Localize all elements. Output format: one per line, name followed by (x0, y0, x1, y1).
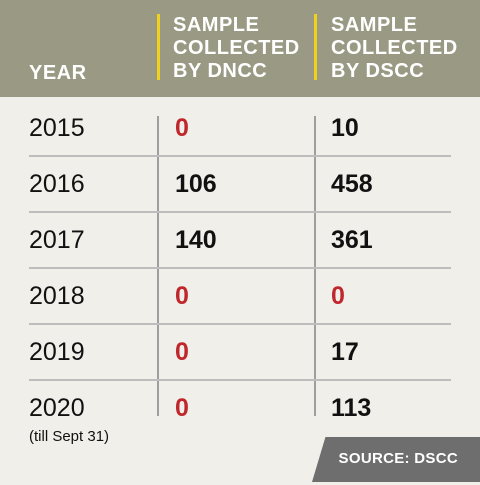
header-dscc: SAMPLE COLLECTED BY DSCC (331, 14, 458, 83)
year-cell: 2017 (29, 226, 85, 254)
dncc-cell: 140 (175, 226, 217, 254)
dscc-cell: 10 (331, 114, 359, 142)
dncc-cell: 0 (175, 394, 189, 422)
header-dncc: SAMPLE COLLECTED BY DNCC (173, 14, 300, 83)
dncc-cell: 106 (175, 170, 217, 198)
dncc-cell: 0 (175, 114, 189, 142)
column-divider-2 (314, 116, 316, 416)
header-divider-2 (314, 14, 317, 80)
dscc-cell: 458 (331, 170, 373, 198)
dncc-cell: 0 (175, 282, 189, 310)
dscc-cell: 361 (331, 226, 373, 254)
dncc-cell: 0 (175, 338, 189, 366)
header-dncc-line2: COLLECTED (173, 37, 300, 59)
row-separator (29, 155, 451, 157)
dscc-cell: 17 (331, 338, 359, 366)
year-cell: 2018 (29, 282, 85, 310)
header-dncc-line1: SAMPLE (173, 14, 260, 36)
table-header: YEAR SAMPLE COLLECTED BY DNCC SAMPLE COL… (0, 0, 480, 97)
header-dscc-line3: BY DSCC (331, 60, 425, 82)
source-label: SOURCE: DSCC (338, 450, 458, 467)
column-divider-1 (157, 116, 159, 416)
year-cell: 2020 (29, 394, 85, 422)
row-separator (29, 323, 451, 325)
dscc-cell: 0 (331, 282, 345, 310)
row-separator (29, 379, 451, 381)
source-badge: SOURCE: DSCC (312, 437, 480, 482)
dscc-cell: 113 (331, 394, 372, 422)
year-cell: 2019 (29, 338, 85, 366)
header-dncc-line3: BY DNCC (173, 60, 268, 82)
header-year: YEAR (29, 62, 87, 84)
header-dscc-line2: COLLECTED (331, 37, 458, 59)
year-note: (till Sept 31) (29, 428, 110, 445)
row-separator (29, 267, 451, 269)
header-dscc-line1: SAMPLE (331, 14, 418, 36)
year-cell: 2015 (29, 114, 85, 142)
row-separator (29, 211, 451, 213)
header-divider-1 (157, 14, 160, 80)
year-cell: 2016 (29, 170, 85, 198)
